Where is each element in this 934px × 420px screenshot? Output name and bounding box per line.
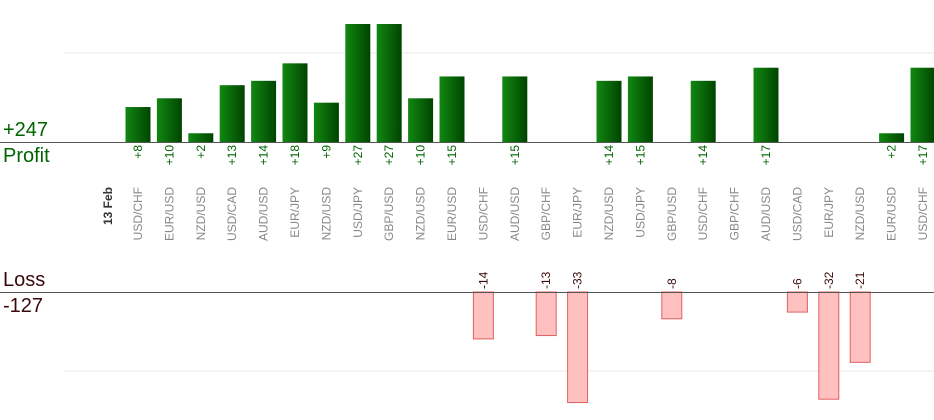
profit-bar xyxy=(376,24,402,142)
date-label: 13 Feb xyxy=(101,187,115,225)
profit-value-label: +14 xyxy=(257,145,271,166)
category-label: EUR/USD xyxy=(885,187,899,241)
category-label: USD/CAD xyxy=(225,187,239,241)
loss-bar xyxy=(786,291,808,313)
category-label: GBP/USD xyxy=(665,187,679,241)
category-label: USD/JPY xyxy=(351,187,365,238)
profit-bar xyxy=(910,67,934,142)
profit-value-label: +17 xyxy=(759,145,773,166)
profit-value-label: +8 xyxy=(131,145,145,159)
profit-value-label: +14 xyxy=(602,145,616,166)
profit-value-label: +2 xyxy=(194,145,208,159)
category-label: USD/CHF xyxy=(916,187,930,240)
category-label: GBP/USD xyxy=(382,187,396,241)
profit-bar xyxy=(439,76,465,142)
profit-bar xyxy=(879,133,905,142)
loss-bar xyxy=(661,291,683,320)
profit-value-label: +27 xyxy=(382,145,396,166)
profit-bar xyxy=(219,85,245,142)
profit-bar xyxy=(188,133,214,142)
profit-bar xyxy=(408,98,434,142)
profit-heading: Profit xyxy=(3,145,50,167)
profit-value-label: +15 xyxy=(445,145,459,166)
category-label: EUR/USD xyxy=(445,187,459,241)
profit-bar xyxy=(753,67,779,142)
loss-bar xyxy=(818,291,840,400)
profit-value-label: +14 xyxy=(696,145,710,166)
profit-bar xyxy=(313,102,339,142)
profit-total-label: +247 xyxy=(3,119,49,141)
category-label: NZD/USD xyxy=(319,187,333,241)
loss-bar xyxy=(472,291,494,340)
profit-value-label: +9 xyxy=(319,145,333,159)
profit-value-label: +27 xyxy=(351,145,365,166)
profit-bar xyxy=(282,63,308,143)
axis-lines xyxy=(0,142,934,293)
loss-bars xyxy=(472,291,871,404)
profit-value-label: +15 xyxy=(508,145,522,166)
profit-value-label: +10 xyxy=(414,145,428,166)
category-label: AUD/USD xyxy=(257,187,271,241)
category-label: USD/CAD xyxy=(790,187,804,241)
category-label: NZD/USD xyxy=(853,187,867,241)
profit-bar xyxy=(345,24,371,142)
profit-value-label: +13 xyxy=(225,145,239,166)
loss-heading: Loss xyxy=(3,269,46,291)
profit-value-label: +18 xyxy=(288,145,302,166)
loss-bar xyxy=(567,291,589,404)
loss-value-label: -32 xyxy=(822,271,836,289)
category-label: USD/CHF xyxy=(696,187,710,240)
category-label: NZD/USD xyxy=(602,187,616,241)
loss-value-label: -8 xyxy=(665,278,679,289)
category-label: USD/CHF xyxy=(476,187,490,240)
profit-bars xyxy=(125,24,934,143)
profit-bar xyxy=(627,76,653,142)
category-label: USD/JPY xyxy=(633,187,647,238)
profit-bar xyxy=(596,80,622,142)
profit-value-label: +17 xyxy=(916,145,930,166)
profit-value-label: +10 xyxy=(162,145,176,166)
category-label: GBP/CHF xyxy=(728,187,742,240)
category-label: AUD/USD xyxy=(759,187,773,241)
category-label: GBP/CHF xyxy=(539,187,553,240)
profit-bar xyxy=(502,76,528,142)
category-label: NZD/USD xyxy=(414,187,428,241)
profit-value-label: +15 xyxy=(633,145,647,166)
gridlines xyxy=(64,52,934,372)
loss-value-label: -13 xyxy=(539,271,553,289)
category-label: AUD/USD xyxy=(508,187,522,241)
loss-total-label: -127 xyxy=(3,295,44,317)
profit-bar xyxy=(251,80,277,142)
chart-labels: USD/CHF +8 EUR/USD +10 NZD/USD +2 USD/CAD +13 AU… xyxy=(101,145,930,289)
category-label: NZD/USD xyxy=(194,187,208,241)
category-label: EUR/JPY xyxy=(571,187,585,238)
profit-bar xyxy=(156,98,182,142)
profit-value-label: +2 xyxy=(885,145,899,159)
loss-value-label: -6 xyxy=(790,278,804,289)
category-label: EUR/JPY xyxy=(822,187,836,238)
profit-bar xyxy=(125,107,151,142)
category-label: EUR/USD xyxy=(162,187,176,241)
loss-value-label: -33 xyxy=(571,271,585,289)
loss-value-label: -14 xyxy=(476,271,490,289)
loss-value-label: -21 xyxy=(853,271,867,289)
profit-bar xyxy=(690,80,716,142)
loss-bar xyxy=(849,291,871,363)
category-label: USD/CHF xyxy=(131,187,145,240)
loss-bar xyxy=(535,291,557,337)
category-label: EUR/JPY xyxy=(288,187,302,238)
